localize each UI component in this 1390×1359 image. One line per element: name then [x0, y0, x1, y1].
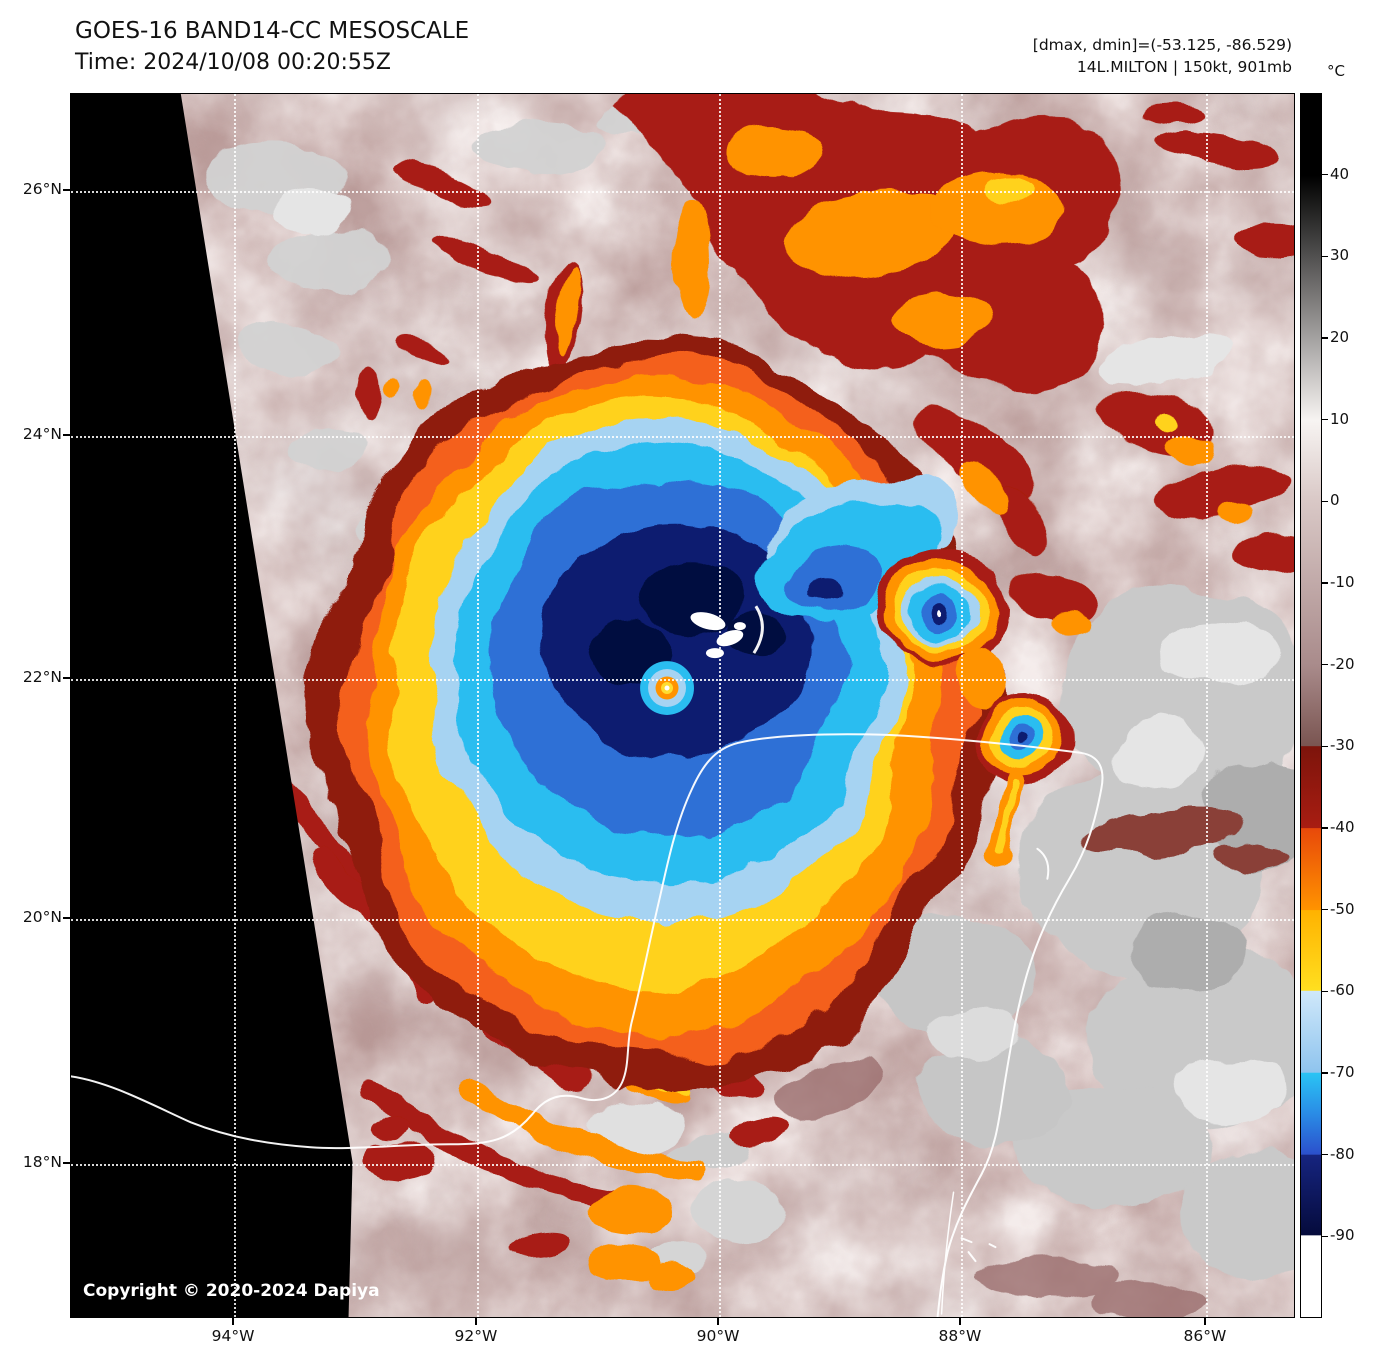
latitude-label: 22°N: [22, 668, 62, 687]
colorbar-tick-label: 40: [1330, 164, 1350, 183]
latitude-label: 20°N: [22, 908, 62, 927]
colorbar-tick-mark: [1322, 745, 1328, 748]
latitude-tick-mark: [63, 917, 70, 919]
hurricane-cdo: [315, 340, 995, 1090]
latitude-tick-mark: [63, 189, 70, 191]
mesoscale-sector-edge: [71, 94, 353, 1317]
colorbar-tick-mark: [1322, 500, 1328, 503]
timestamp-line: Time: 2024/10/08 00:20:55Z: [75, 50, 391, 75]
copyright-text: Copyright © 2020-2024 Dapiya: [83, 1281, 380, 1301]
longitude-label: 90°W: [696, 1327, 740, 1345]
colorbar-tick-mark: [1322, 663, 1328, 666]
page-title: GOES-16 BAND14-CC MESOSCALE: [75, 18, 470, 44]
northeast-cold-mass: [610, 94, 1294, 636]
longitude-label: 92°W: [454, 1327, 498, 1345]
colorbar-tick-label: -20: [1330, 654, 1355, 673]
dmax-dmin-line: [dmax, dmin]=(-53.125, -86.529): [1032, 36, 1292, 54]
longitude-label: 88°W: [938, 1327, 982, 1345]
colorbar-tick-mark: [1322, 827, 1328, 829]
colorbar-tick-mark: [1322, 418, 1328, 421]
colorbar-tick-mark: [1322, 1153, 1328, 1156]
colorbar-tick-label: -60: [1330, 981, 1355, 1000]
longitude-tick-mark: [1204, 1318, 1206, 1325]
latitude-tick-mark: [63, 677, 70, 679]
colorbar-tick-mark: [1322, 255, 1328, 258]
temperature-colorbar: [1300, 93, 1322, 1318]
satellite-image: [71, 94, 1294, 1317]
colorbar-tick-label: 0: [1330, 491, 1340, 510]
map-plot-area: Copyright © 2020-2024 Dapiya: [70, 93, 1295, 1318]
colorbar-tick-label: 10: [1330, 409, 1350, 428]
colorbar-tick-mark: [1322, 173, 1328, 176]
colorbar-tick-label: -50: [1330, 899, 1355, 918]
colorbar-tick-label: 20: [1330, 328, 1350, 346]
longitude-tick-mark: [232, 1318, 234, 1325]
colorbar-tick-mark: [1322, 337, 1328, 339]
colorbar-tick-mark: [1322, 582, 1328, 584]
colorbar-tick-mark: [1322, 1072, 1328, 1074]
longitude-label: 86°W: [1183, 1327, 1227, 1345]
latitude-tick-mark: [63, 434, 70, 436]
longitude-tick-mark: [959, 1318, 961, 1325]
coastlines: [71, 733, 1104, 1317]
hurricane-eye: [640, 661, 694, 715]
latitude-tick-mark: [63, 1162, 70, 1164]
storm-info-line: 14L.MILTON | 150kt, 901mb: [1076, 58, 1292, 76]
longitude-label: 94°W: [211, 1327, 255, 1345]
colorbar-tick-mark: [1322, 1235, 1328, 1238]
colorbar-tick-label: -90: [1330, 1226, 1355, 1245]
colorbar-tick-label: -70: [1330, 1063, 1355, 1081]
longitude-tick-mark: [475, 1318, 477, 1325]
colorbar-tick-label: -30: [1330, 736, 1355, 755]
colorbar-tick-label: 30: [1330, 246, 1350, 265]
longitude-tick-mark: [717, 1318, 719, 1325]
colorbar-unit-label: °C: [1327, 62, 1345, 80]
colorbar-tick-label: -10: [1330, 573, 1355, 591]
colorbar-tick-mark: [1322, 990, 1328, 993]
colorbar-tick-label: -80: [1330, 1144, 1355, 1163]
latitude-label: 18°N: [22, 1153, 62, 1172]
latitude-label: 24°N: [22, 425, 62, 444]
latitude-label: 26°N: [22, 180, 62, 199]
colorbar-tick-mark: [1322, 908, 1328, 911]
colorbar-tick-label: -40: [1330, 818, 1355, 836]
